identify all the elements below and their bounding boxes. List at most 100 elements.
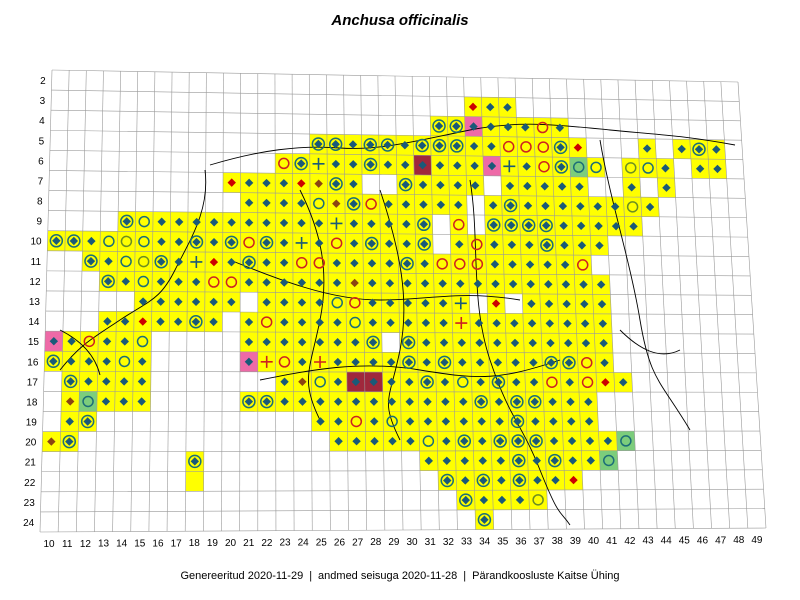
- diamond-icon: [388, 436, 397, 446]
- diamond-icon: [694, 145, 704, 154]
- border-line: [379, 189, 405, 441]
- diamond-icon: [495, 436, 505, 446]
- diamond-icon: [713, 164, 722, 174]
- diamond-icon: [439, 318, 448, 328]
- diamond-icon: [314, 219, 324, 228]
- diamond-icon: [298, 357, 307, 367]
- grid-cell-23-16: [275, 351, 294, 372]
- row-label: 9: [37, 217, 43, 228]
- column-label: 45: [679, 535, 691, 546]
- diamond-icon: [120, 337, 129, 346]
- grid-cell-24-11: [292, 252, 311, 273]
- circle-icon: [137, 275, 150, 288]
- diamond-icon: [351, 377, 361, 387]
- grid-cell-31-20: [419, 431, 438, 452]
- column-label: 49: [751, 535, 763, 546]
- grid-cell-38-5: [534, 137, 553, 158]
- diamond-icon: [514, 456, 523, 465]
- diamond-icon: [119, 397, 129, 406]
- diamond-icon: [401, 200, 411, 209]
- grid-line: [57, 70, 70, 532]
- diamond-icon: [524, 221, 533, 230]
- diamond-icon: [533, 476, 542, 485]
- diamond-icon: [438, 299, 448, 308]
- diamond-icon: [545, 319, 554, 328]
- diamond-icon: [417, 141, 427, 150]
- row-label: 24: [23, 518, 35, 529]
- diamond-icon: [387, 397, 397, 406]
- diamond-icon: [402, 239, 411, 249]
- diamond-icon: [521, 123, 530, 132]
- diamond-icon: [156, 297, 165, 306]
- circle-icon: [546, 376, 558, 388]
- circle-icon: [576, 259, 589, 271]
- diamond-icon: [279, 218, 289, 228]
- diamond-icon: [367, 239, 376, 248]
- grid-line: [41, 488, 764, 493]
- circle-icon: [603, 454, 615, 467]
- column-label: 48: [733, 535, 745, 546]
- grid-cell-22-14: [257, 312, 276, 333]
- diamond-icon: [494, 377, 503, 387]
- diamond-icon: [661, 164, 670, 173]
- border-line: [59, 329, 101, 376]
- diamond-icon: [510, 338, 520, 348]
- diamond-icon: [530, 397, 539, 406]
- grid-cell-41-6: [586, 157, 606, 178]
- grid-line: [43, 391, 758, 393]
- diamond-icon: [348, 140, 358, 149]
- diamond-icon: [424, 456, 433, 466]
- column-label: 44: [661, 536, 673, 547]
- diamond-icon: [600, 358, 609, 367]
- diamond-in-circle-icon: [432, 138, 447, 153]
- diamond-icon: [66, 357, 76, 366]
- grid-line: [531, 78, 549, 530]
- diamond-icon: [555, 123, 565, 132]
- diamond-icon: [316, 417, 325, 426]
- grid-line: [343, 75, 349, 531]
- row-label: 20: [25, 438, 37, 449]
- diamond-icon: [350, 278, 359, 288]
- diamond-in-circle-icon: [119, 214, 134, 229]
- column-label: 21: [243, 538, 255, 549]
- diamond-icon: [629, 222, 638, 231]
- column-label: 13: [98, 539, 110, 550]
- diamond-in-circle-icon: [363, 137, 378, 152]
- diamond-icon: [473, 279, 483, 288]
- diamond-icon: [157, 237, 166, 246]
- diamond-in-circle-icon: [491, 375, 506, 389]
- circle-icon: [624, 162, 637, 174]
- diamond-icon: [279, 238, 289, 247]
- diamond-icon: [487, 142, 496, 151]
- diamond-icon: [568, 456, 577, 465]
- diamond-icon: [525, 240, 534, 250]
- border-line: [469, 179, 571, 526]
- diamond-icon: [404, 338, 413, 347]
- diamond-icon: [525, 260, 535, 269]
- diamond-icon: [66, 397, 75, 406]
- grid-cell-33-11: [450, 254, 469, 274]
- column-label: 42: [624, 536, 636, 547]
- grid-line: [566, 78, 585, 530]
- diamond-icon: [441, 397, 450, 406]
- diamond-icon: [541, 201, 550, 211]
- diamond-icon: [595, 241, 604, 250]
- diamond-icon: [511, 358, 520, 367]
- diamond-icon: [83, 417, 92, 426]
- diamond-icon: [368, 318, 378, 327]
- diamond-icon: [512, 397, 522, 406]
- diamond-icon: [279, 198, 289, 208]
- diamond-icon: [453, 181, 462, 190]
- diamond-icon: [279, 258, 289, 267]
- diamond-icon: [368, 278, 377, 288]
- diamond-icon: [598, 319, 608, 328]
- diamond-icon: [385, 239, 394, 248]
- grid-line: [48, 210, 747, 219]
- diamond-icon: [102, 377, 111, 386]
- diamond-icon: [244, 317, 254, 327]
- circle-icon: [581, 376, 594, 389]
- grid-line: [291, 74, 295, 531]
- diamond-icon: [563, 319, 572, 328]
- diamond-icon: [546, 338, 555, 348]
- diamond-icon: [561, 280, 571, 289]
